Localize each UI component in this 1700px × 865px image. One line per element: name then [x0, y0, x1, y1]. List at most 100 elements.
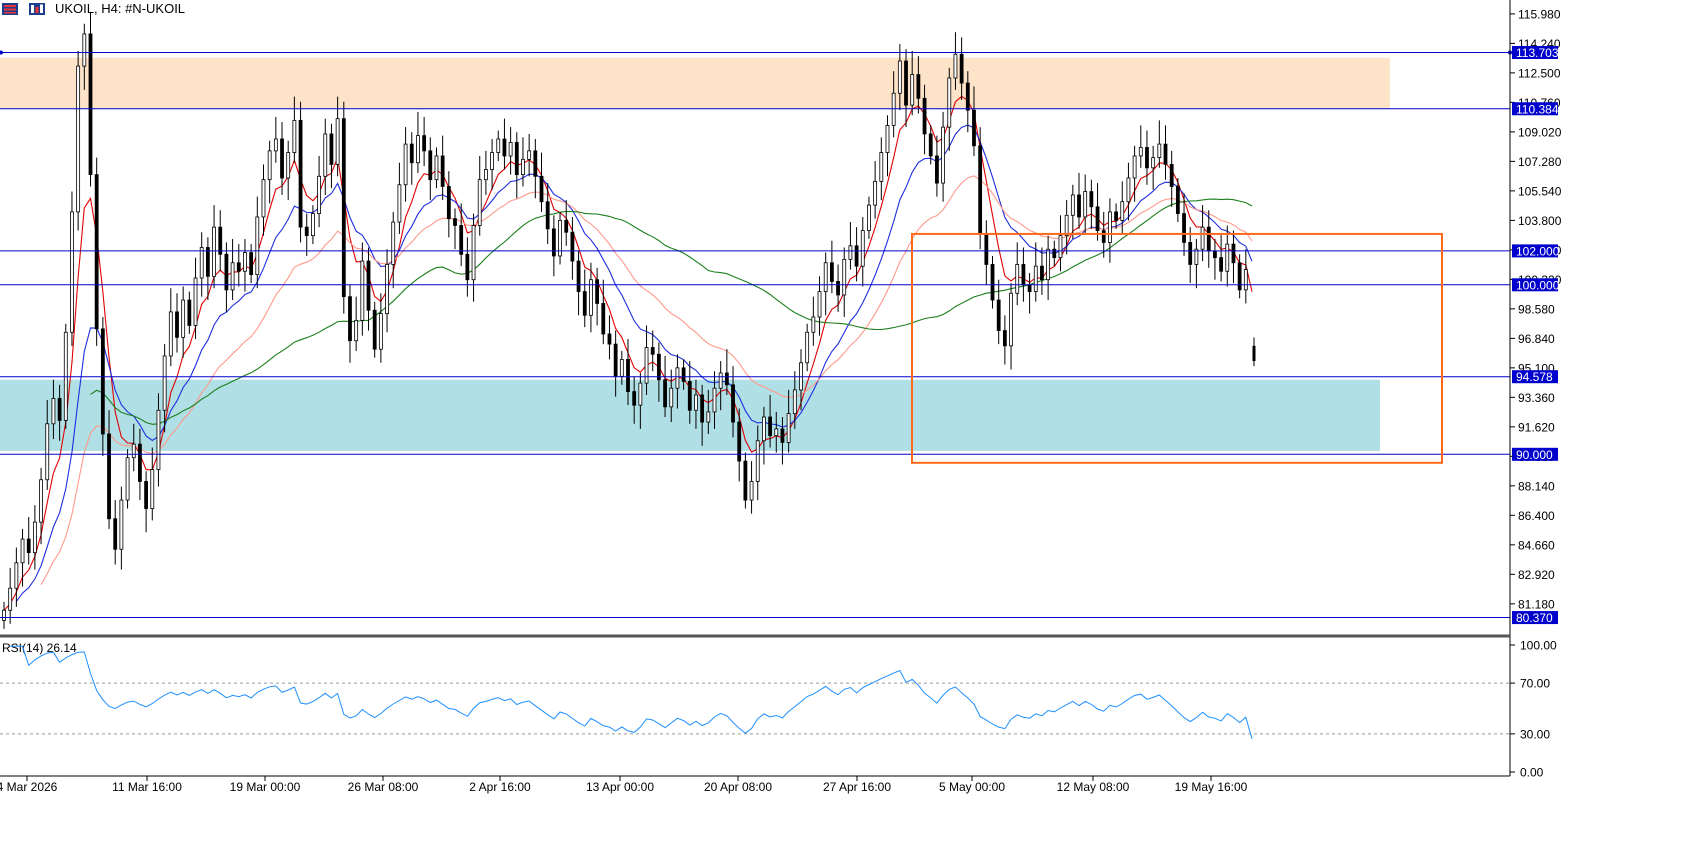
- price-tick-label: 98.580: [1518, 302, 1555, 316]
- candle: [663, 355, 667, 418]
- candle: [990, 255, 995, 309]
- candle: [1237, 254, 1242, 299]
- level-price-label: 90.000: [1516, 448, 1553, 462]
- box-outline[interactable]: [911, 232, 1443, 464]
- candle: [916, 55, 921, 114]
- candle: [446, 171, 451, 238]
- candle: [836, 264, 840, 312]
- price-tick-label: 88.140: [1518, 479, 1555, 493]
- price-tick-label: 107.280: [1518, 155, 1562, 169]
- candle: [860, 216, 865, 287]
- candle: [1052, 240, 1057, 267]
- candle: [1206, 210, 1211, 268]
- candle: [718, 361, 723, 411]
- ma-long-line: [90, 198, 1253, 425]
- bars-icon[interactable]: [29, 3, 45, 15]
- candle: [922, 84, 927, 155]
- level-price-tag: [1512, 45, 1558, 59]
- candle: [1132, 145, 1137, 202]
- candle: [465, 237, 470, 297]
- candle: [508, 127, 513, 175]
- candle: [947, 67, 952, 151]
- time-tick-label: 5 May 00:00: [939, 780, 1005, 794]
- candle: [928, 125, 933, 165]
- candle: [953, 32, 958, 90]
- candle: [959, 37, 964, 101]
- price-tick-label: 84.660: [1518, 538, 1555, 552]
- rsi-pane: RSI(14) 26.14: [0, 641, 1510, 739]
- candle: [1138, 125, 1143, 168]
- candle: [1089, 179, 1094, 229]
- candle: [471, 213, 476, 302]
- candle: [681, 359, 686, 390]
- candle: [1175, 177, 1180, 223]
- candle: [273, 116, 278, 163]
- price-tick-label: 82.920: [1518, 568, 1555, 582]
- candle: [261, 164, 266, 236]
- candle: [1083, 174, 1088, 234]
- level-price-label: 94.578: [1516, 370, 1553, 384]
- price-tick-label: 103.800: [1518, 214, 1562, 228]
- candle: [694, 379, 698, 429]
- candle: [1213, 239, 1217, 280]
- level-price-tag: [1512, 370, 1558, 384]
- ma-mid-line: [15, 124, 1253, 602]
- chart-type-icon[interactable]: [2, 3, 18, 15]
- candle: [391, 211, 396, 289]
- rsi-tick-label: 0.00: [1520, 766, 1544, 780]
- candle: [440, 135, 445, 201]
- candle: [70, 191, 74, 346]
- time-tick-label: 13 Apr 00:00: [586, 780, 654, 794]
- candle: [317, 155, 321, 228]
- candle: [786, 389, 791, 453]
- level-anchor-left[interactable]: [0, 50, 3, 55]
- candle: [706, 389, 711, 434]
- candle: [45, 400, 50, 490]
- price-tick-label: 105.540: [1518, 184, 1562, 198]
- candle: [224, 242, 229, 312]
- horizontal-levels[interactable]: [0, 50, 1512, 619]
- candle: [996, 279, 1001, 345]
- candle: [82, 23, 87, 90]
- candle: [1145, 130, 1149, 185]
- candle: [199, 232, 204, 297]
- candle: [453, 208, 457, 250]
- price-zones: [0, 57, 1390, 451]
- candle: [650, 330, 655, 372]
- candle: [595, 267, 600, 326]
- candle: [212, 205, 216, 289]
- price-tick-label: 81.180: [1518, 597, 1555, 611]
- candle: [2, 601, 6, 629]
- rsi-tick-label: 100.00: [1520, 639, 1557, 653]
- header: UKOIL, H4: #N-UKOIL: [2, 1, 185, 16]
- candle: [941, 111, 945, 202]
- time-tick-label: 19 Mar 00:00: [230, 780, 301, 794]
- candle: [1009, 283, 1013, 370]
- candle: [551, 215, 556, 277]
- candle: [459, 203, 464, 267]
- candle: [496, 130, 501, 162]
- price-tick-label: 91.620: [1518, 420, 1555, 434]
- candle: [1114, 203, 1118, 229]
- level-price-label: 113.703: [1516, 46, 1559, 60]
- time-scale[interactable]: 4 Mar 2026 11 Mar 16:00 19 Mar 00:00 26 Mar…: [0, 776, 1248, 794]
- consolidation-box[interactable]: [911, 232, 1443, 464]
- candle: [656, 342, 661, 402]
- candle: [88, 11, 93, 187]
- candle: [1243, 249, 1248, 304]
- price-scale[interactable]: 115.980114.240112.500110.760109.020107.2…: [1510, 7, 1562, 611]
- candle: [372, 301, 377, 358]
- candle: [891, 71, 896, 138]
- candle: [854, 227, 859, 282]
- level-price-tag: [1512, 611, 1558, 625]
- candle: [1163, 125, 1168, 180]
- candle: [138, 428, 142, 501]
- candle: [1194, 239, 1199, 289]
- candle: [737, 408, 742, 482]
- candle: [669, 369, 674, 423]
- candle: [422, 116, 427, 167]
- candle: [14, 547, 19, 607]
- candle: [490, 139, 494, 190]
- candle: [360, 242, 365, 336]
- candle: [514, 132, 519, 199]
